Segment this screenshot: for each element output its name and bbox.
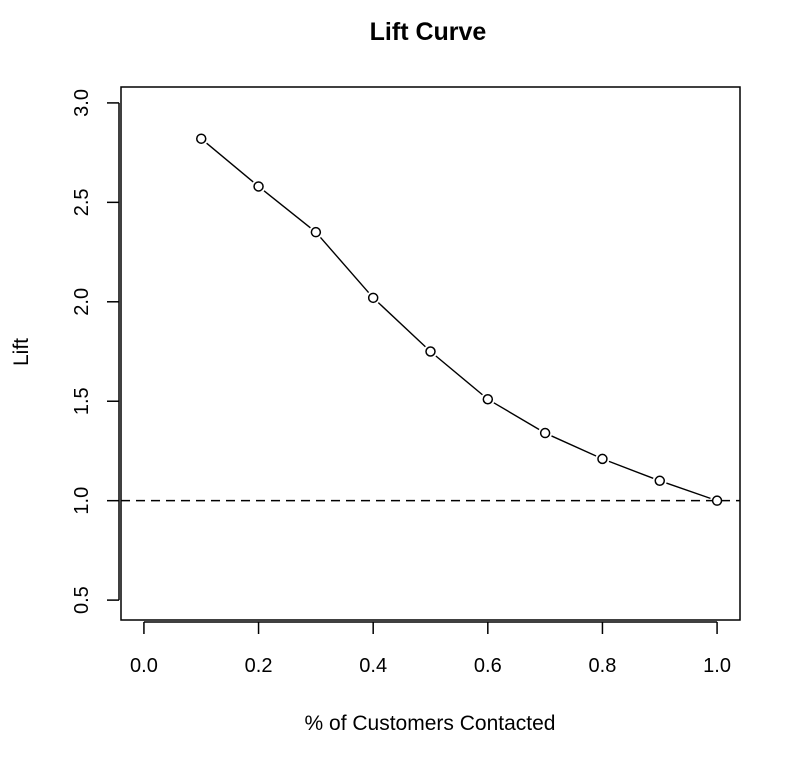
x-tick-label: 1.0: [703, 655, 731, 677]
y-tick-label: 2.0: [71, 288, 93, 316]
series-line-segment: [666, 482, 711, 500]
series-line-segment: [551, 435, 597, 457]
y-tick-label: 1.0: [71, 487, 93, 515]
y-tick-label: 0.5: [71, 586, 93, 614]
data-point-marker: [367, 292, 379, 304]
x-tick-label: 0.0: [130, 655, 158, 677]
series-line-segment: [319, 236, 370, 294]
x-axis-label: % of Customers Contacted: [305, 712, 556, 735]
data-point-marker: [597, 453, 608, 465]
series-line-segment: [377, 302, 426, 348]
plot-frame: [120, 86, 741, 621]
data-point-marker: [482, 393, 494, 405]
y-tick-label: 2.5: [71, 188, 93, 216]
y-tick-label: 1.5: [71, 387, 93, 415]
y-axis: 0.5 1.0 1.5 2.0 2.5 3.0: [71, 89, 120, 614]
y-tick-label: 3.0: [71, 89, 93, 117]
series-line-segment: [263, 190, 311, 229]
data-point-marker: [711, 495, 723, 506]
data-point-marker: [425, 346, 436, 357]
x-tick-label: 0.6: [474, 655, 502, 677]
series-line-segment: [493, 402, 540, 431]
data-point-marker: [654, 475, 666, 487]
data-point-marker: [195, 133, 207, 144]
x-axis: 0.0 0.2 0.4 0.6 0.8 1.0: [130, 621, 731, 677]
y-axis-label: Lift: [10, 338, 33, 366]
chart-title: Lift Curve: [370, 18, 487, 46]
x-tick-label: 0.4: [359, 655, 387, 677]
series-line-segment: [608, 460, 654, 479]
series-layer: [195, 133, 723, 506]
x-tick-label: 0.8: [589, 655, 617, 677]
data-point-marker: [310, 226, 322, 238]
series-line-segment: [206, 142, 254, 183]
data-point-marker: [539, 427, 551, 439]
data-point-marker: [253, 181, 264, 192]
x-tick-label: 0.2: [245, 655, 273, 677]
series-line-segment: [435, 355, 483, 396]
